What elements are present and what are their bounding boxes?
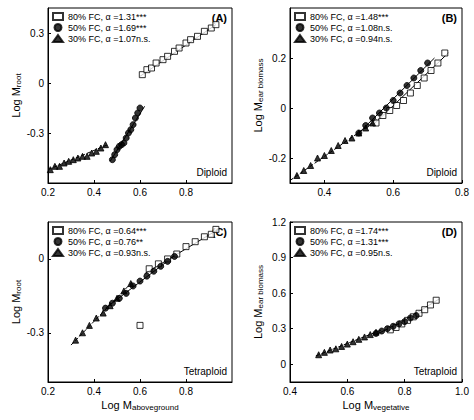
- svg-text:0.4: 0.4: [87, 187, 101, 198]
- svg-text:0.8: 0.8: [179, 386, 193, 397]
- svg-text:0: 0: [280, 103, 286, 114]
- svg-text:30% FC, α =0.94n.s.: 30% FC, α =0.94n.s.: [310, 34, 393, 44]
- svg-text:0.9: 0.9: [272, 252, 286, 263]
- svg-text:0.6: 0.6: [133, 386, 147, 397]
- svg-text:0.4: 0.4: [283, 386, 297, 397]
- svg-text:root: root: [14, 73, 23, 88]
- svg-text:aboveground: aboveground: [132, 403, 179, 412]
- svg-text:30% FC, α =0.95n.s.: 30% FC, α =0.95n.s.: [310, 248, 393, 258]
- svg-text:Diploid: Diploid: [196, 167, 227, 178]
- svg-text:50% FC, α =1.08n.s.: 50% FC, α =1.08n.s.: [310, 23, 393, 33]
- svg-text:1.2: 1.2: [272, 217, 286, 228]
- svg-text:Log M: Log M: [10, 294, 22, 325]
- svg-text:0.6: 0.6: [386, 187, 400, 198]
- svg-text:1.0: 1.0: [455, 386, 469, 397]
- svg-text:-0.3: -0.3: [27, 327, 45, 338]
- svg-text:0: 0: [280, 359, 286, 370]
- svg-text:(D): (D): [442, 226, 458, 238]
- svg-text:80% FC, α =1.48***: 80% FC, α =1.48***: [310, 12, 389, 22]
- svg-text:ear biomass: ear biomass: [256, 265, 265, 309]
- svg-text:50% FC, α =0.76**: 50% FC, α =0.76**: [68, 237, 143, 247]
- svg-text:Tetraploid: Tetraploid: [184, 366, 227, 377]
- svg-text:Log M: Log M: [342, 399, 373, 411]
- svg-text:Log M: Log M: [10, 87, 22, 118]
- svg-text:Tetraploid: Tetraploid: [414, 366, 457, 377]
- svg-text:-0.2: -0.2: [269, 153, 287, 164]
- svg-text:50% FC, α =1.31***: 50% FC, α =1.31***: [310, 237, 389, 247]
- svg-text:0.8: 0.8: [455, 187, 469, 198]
- svg-text:80% FC, α =1.31***: 80% FC, α =1.31***: [68, 12, 147, 22]
- svg-text:Diploid: Diploid: [426, 167, 457, 178]
- svg-text:0.6: 0.6: [133, 187, 147, 198]
- svg-text:-0.3: -0.3: [27, 128, 45, 139]
- svg-text:30% FC, α =0.93n.s.: 30% FC, α =0.93n.s.: [68, 248, 151, 258]
- svg-text:Log M: Log M: [101, 399, 132, 411]
- svg-text:0.6: 0.6: [272, 288, 286, 299]
- svg-text:vegetative: vegetative: [373, 403, 410, 412]
- svg-text:80% FC, α =1.74***: 80% FC, α =1.74***: [310, 226, 389, 236]
- svg-text:0.3: 0.3: [272, 323, 286, 334]
- svg-text:0: 0: [38, 78, 44, 89]
- svg-text:root: root: [14, 279, 23, 294]
- svg-text:80% FC, α =0.64***: 80% FC, α =0.64***: [68, 226, 147, 236]
- svg-text:0.6: 0.6: [340, 386, 354, 397]
- svg-text:0.2: 0.2: [41, 187, 55, 198]
- svg-text:0: 0: [38, 253, 44, 264]
- svg-text:0.4: 0.4: [317, 187, 331, 198]
- svg-text:(A): (A): [211, 11, 227, 24]
- svg-text:(C): (C): [211, 225, 227, 238]
- svg-text:0.8: 0.8: [179, 187, 193, 198]
- svg-text:0.3: 0.3: [30, 28, 44, 39]
- svg-text:(B): (B): [442, 12, 458, 24]
- svg-text:0.2: 0.2: [272, 53, 286, 64]
- svg-text:Log M: Log M: [252, 308, 264, 339]
- svg-text:ear biomass: ear biomass: [256, 58, 265, 102]
- svg-text:Log M: Log M: [252, 102, 264, 133]
- svg-text:0.8: 0.8: [398, 386, 412, 397]
- svg-text:0.2: 0.2: [41, 386, 55, 397]
- svg-text:50% FC, α =1.69***: 50% FC, α =1.69***: [68, 23, 147, 33]
- svg-text:30% FC, α =1.07n.s.: 30% FC, α =1.07n.s.: [68, 34, 151, 44]
- svg-text:0.4: 0.4: [87, 386, 101, 397]
